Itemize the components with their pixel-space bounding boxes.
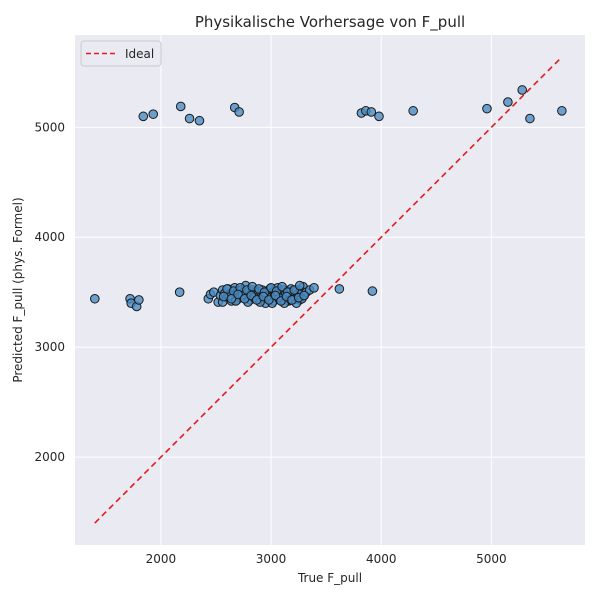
data-point xyxy=(134,295,144,305)
y-tick-label: 3000 xyxy=(34,340,65,354)
data-point xyxy=(299,290,309,301)
data-point xyxy=(503,97,513,107)
plot-area xyxy=(75,35,585,545)
data-point xyxy=(194,115,205,126)
x-tick-label: 5000 xyxy=(476,552,507,566)
x-axis-label: True F_pull xyxy=(297,571,362,585)
chart-title: Physikalische Vorhersage von F_pull xyxy=(195,13,465,32)
points-layer xyxy=(90,85,567,312)
y-axis-label: Predicted F_pull (phys. Formel) xyxy=(11,197,25,382)
data-point xyxy=(174,287,185,297)
data-point xyxy=(148,109,159,119)
data-point xyxy=(557,106,567,116)
data-point xyxy=(408,106,418,116)
data-point xyxy=(294,280,305,291)
data-point xyxy=(374,111,384,122)
data-point xyxy=(525,113,535,124)
data-point xyxy=(234,107,244,117)
x-tick-label: 3000 xyxy=(256,552,287,566)
y-tick-label: 2000 xyxy=(34,450,65,464)
legend-box xyxy=(80,40,162,67)
data-point xyxy=(334,284,345,294)
legend-ideal-label: Ideal xyxy=(125,47,154,61)
data-point xyxy=(138,111,149,122)
y-tick-label: 5000 xyxy=(34,120,65,134)
x-tick-label: 4000 xyxy=(366,552,397,566)
data-point xyxy=(264,295,274,305)
data-point xyxy=(309,283,319,293)
data-point xyxy=(226,293,237,304)
y-tick-label: 4000 xyxy=(34,230,65,244)
data-point xyxy=(233,289,243,300)
legend: Ideal xyxy=(80,40,162,67)
data-point xyxy=(366,107,377,117)
data-point xyxy=(367,286,378,296)
data-point xyxy=(175,101,186,112)
data-point xyxy=(517,85,528,95)
data-point xyxy=(482,103,492,114)
x-tick-label: 2000 xyxy=(146,552,177,566)
data-point xyxy=(90,293,100,304)
tick-labels: 2000 3000 4000 5000 2000 3000 4000 5000 xyxy=(34,120,506,566)
data-point xyxy=(184,113,195,124)
